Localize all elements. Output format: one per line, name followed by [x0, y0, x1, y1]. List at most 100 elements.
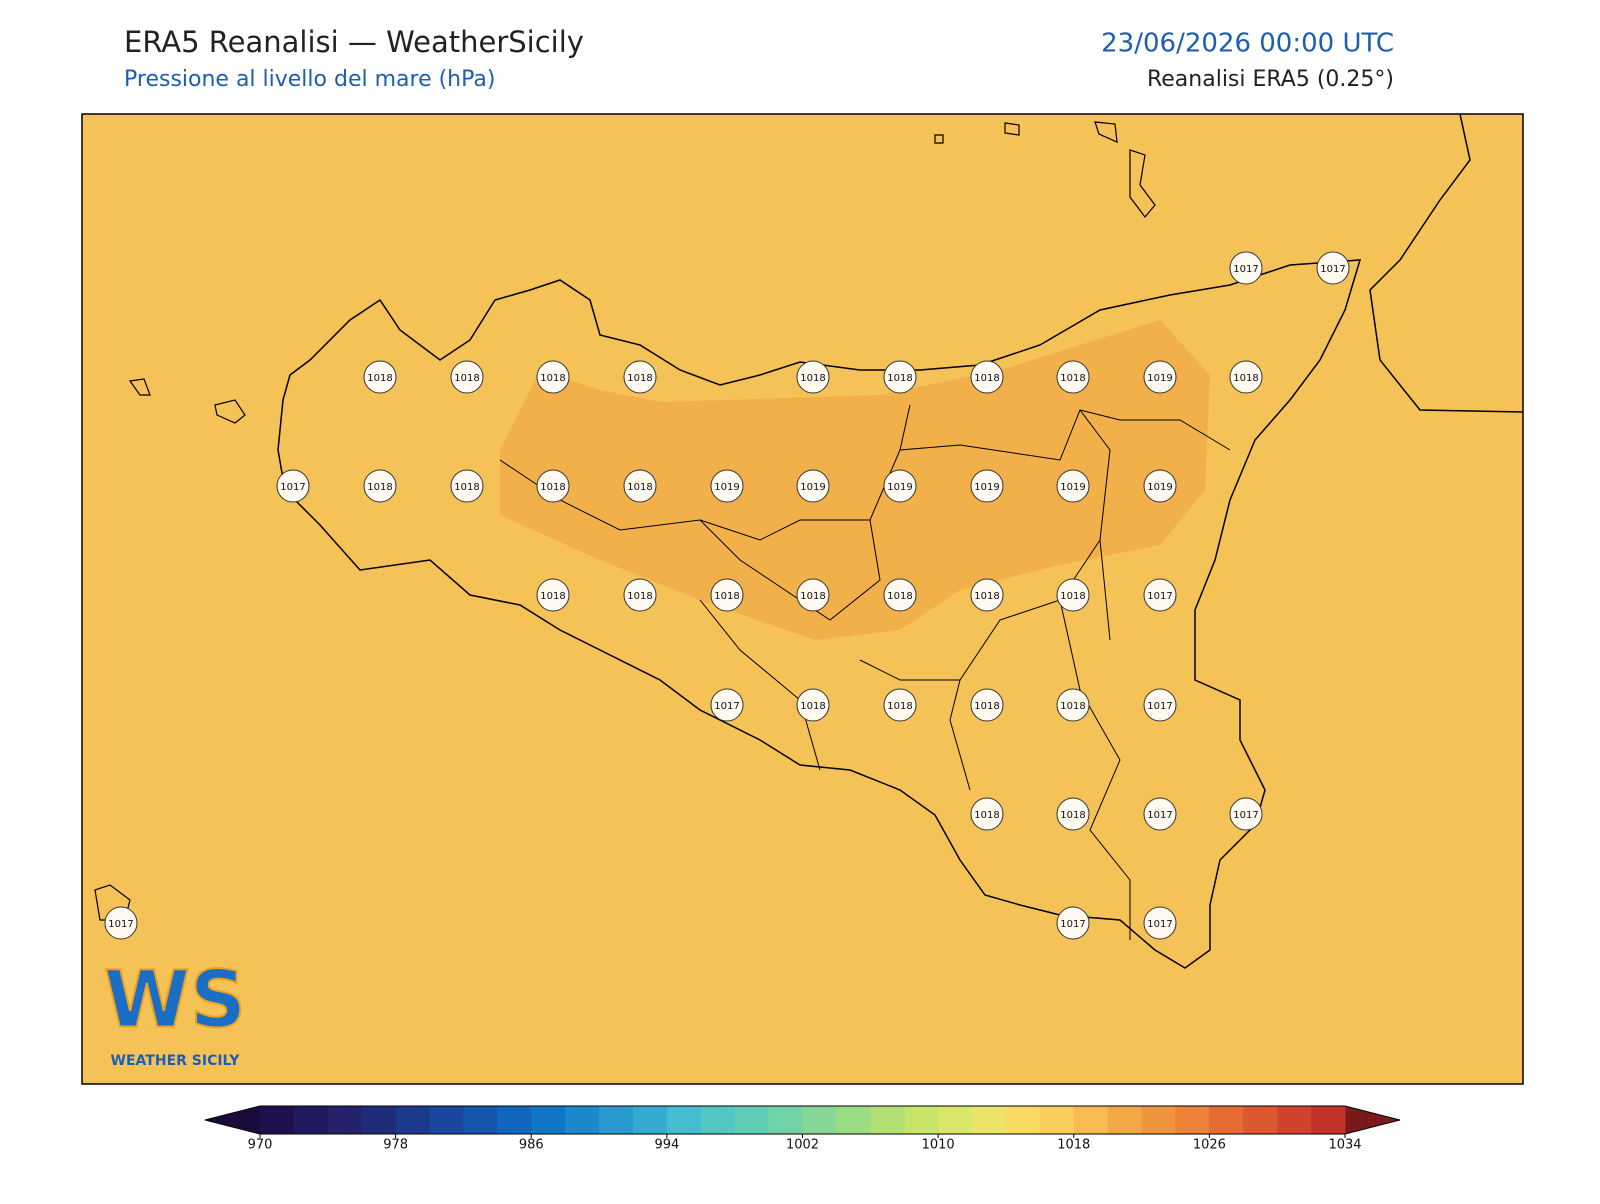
station-value: 1017: [280, 482, 305, 493]
station-marker: [796, 578, 830, 612]
colorbar-segment: [870, 1106, 905, 1134]
station-marker: [450, 469, 484, 503]
station-value: 1018: [800, 591, 825, 602]
colorbar-segment: [802, 1106, 837, 1134]
station-value: 1018: [454, 482, 479, 493]
colorbar-segment: [904, 1106, 939, 1134]
station-marker: [796, 688, 830, 722]
station-marker: [970, 578, 1004, 612]
station-value: 1018: [974, 701, 999, 712]
colorbar-segment: [1039, 1106, 1075, 1134]
colorbar-segment: [972, 1106, 1007, 1134]
colorbar-tick-label: 1018: [1057, 1138, 1090, 1153]
islands: [94, 121, 1156, 921]
station-value: 1017: [108, 919, 133, 930]
station-value: 1018: [800, 373, 825, 384]
colorbar: 970 978 986 994 1002 1010 1018 1026 1034: [204, 1105, 1401, 1153]
station-marker: [1056, 797, 1090, 831]
station-marker: [1056, 688, 1090, 722]
station-value: 1018: [974, 373, 999, 384]
station-value: 1017: [1147, 701, 1172, 712]
station-value: 1018: [974, 591, 999, 602]
station-marker: [1056, 360, 1090, 394]
station-value: 1018: [367, 482, 392, 493]
station-marker: [1143, 578, 1177, 612]
sicily-coastline: [277, 259, 1362, 969]
station-marker: [970, 797, 1004, 831]
station-marker: [796, 469, 830, 503]
station-marker: [1229, 797, 1263, 831]
logo-mark: WS: [104, 955, 246, 1045]
station-value: 1018: [540, 373, 565, 384]
colorbar-segment: [463, 1106, 498, 1134]
station-marker: [1143, 906, 1177, 940]
station-value: 1018: [887, 591, 912, 602]
station-value: 1018: [627, 591, 652, 602]
station-marker: [883, 688, 917, 722]
station-marker: [970, 360, 1004, 394]
station-value: 1017: [1320, 264, 1345, 275]
station-marker: [450, 360, 484, 394]
colorbar-segment: [1243, 1106, 1278, 1134]
colorbar-segment: [1175, 1106, 1210, 1134]
station-marker: [1143, 469, 1177, 503]
station-marker: [1056, 469, 1090, 503]
station-value: 1018: [454, 373, 479, 384]
colorbar-segment: [565, 1106, 600, 1134]
colorbar-over: [1345, 1106, 1400, 1134]
colorbar-tick-label: 986: [519, 1138, 544, 1153]
station-value: 1017: [1233, 264, 1258, 275]
station-value: 1019: [1147, 482, 1172, 493]
station-labels: 1017 1017 1018 1018 1018 1018 1018 1018 1018 1018…: [104, 251, 1350, 940]
colorbar-segment: [1073, 1106, 1109, 1134]
colorbar-segment: [1107, 1106, 1143, 1134]
station-marker: [1056, 906, 1090, 940]
station-value: 1018: [1233, 373, 1258, 384]
colorbar-segment: [1311, 1106, 1346, 1134]
station-value: 1018: [714, 591, 739, 602]
colorbar-tick-label: 978: [383, 1138, 408, 1153]
station-marker: [536, 578, 570, 612]
colorbar-segment: [700, 1106, 736, 1134]
station-marker: [970, 688, 1004, 722]
station-marker: [536, 360, 570, 394]
logo-name: WEATHER SICILY: [111, 1053, 241, 1069]
calabria-coastline: [1369, 113, 1524, 413]
station-value: 1019: [887, 482, 912, 493]
source: Reanalisi ERA5 (0.25°): [1147, 67, 1394, 92]
station-marker: [363, 360, 397, 394]
station-marker: [1143, 797, 1177, 831]
station-value: 1019: [974, 482, 999, 493]
station-value: 1019: [714, 482, 739, 493]
colorbar-segment: [361, 1106, 397, 1134]
colorbar-segment: [836, 1106, 871, 1134]
colorbar-segment: [327, 1106, 363, 1134]
station-value: 1017: [1233, 810, 1258, 821]
station-value: 1019: [800, 482, 825, 493]
station-value: 1018: [367, 373, 392, 384]
station-value: 1018: [887, 373, 912, 384]
station-marker: [883, 469, 917, 503]
station-marker: [1143, 360, 1177, 394]
colorbar-segment: [734, 1106, 770, 1134]
colorbar-tick-label: 1034: [1328, 1138, 1361, 1153]
station-marker: [623, 360, 657, 394]
colorbar-segment: [768, 1106, 803, 1134]
colorbar-segment: [293, 1106, 329, 1134]
colorbar-segment: [429, 1106, 464, 1134]
station-marker: [710, 578, 744, 612]
station-marker: [276, 469, 310, 503]
colorbar-tick-label: 1010: [922, 1138, 955, 1153]
title: ERA5 Reanalisi — WeatherSicily: [124, 25, 584, 59]
station-marker: [1316, 251, 1350, 285]
colorbar-segment: [938, 1106, 973, 1134]
colorbar-tick-label: 994: [654, 1138, 679, 1153]
colorbar-segment: [1209, 1106, 1244, 1134]
station-marker: [970, 469, 1004, 503]
station-marker: [883, 360, 917, 394]
station-marker: [623, 469, 657, 503]
colorbar-segment: [395, 1106, 431, 1134]
colorbar-under: [205, 1106, 260, 1134]
